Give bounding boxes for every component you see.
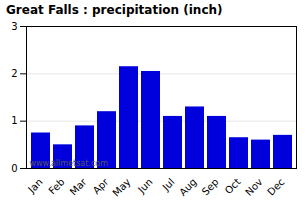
svg-text:Oct: Oct [223, 176, 243, 196]
svg-text:3: 3 [11, 21, 17, 32]
svg-text:May: May [110, 176, 132, 198]
svg-text:Mar: Mar [68, 176, 90, 198]
svg-text:Dec: Dec [265, 176, 286, 197]
svg-text:0: 0 [11, 163, 17, 174]
svg-text:Sep: Sep [200, 176, 221, 197]
svg-text:www.allmetsat.com: www.allmetsat.com [30, 159, 109, 168]
svg-text:Nov: Nov [243, 176, 265, 198]
svg-text:Apr: Apr [91, 176, 112, 197]
svg-text:2: 2 [11, 68, 17, 79]
svg-text:1: 1 [11, 115, 17, 126]
svg-text:Jan: Jan [25, 176, 44, 195]
html-text:Great Falls : precipitation (i: Great Falls : precipitation (inch) [6, 3, 223, 17]
svg-text:Aug: Aug [177, 176, 199, 198]
svg-text:Jun: Jun [135, 176, 155, 196]
svg-text:Feb: Feb [46, 176, 66, 196]
svg-text:Jul: Jul [160, 176, 177, 193]
